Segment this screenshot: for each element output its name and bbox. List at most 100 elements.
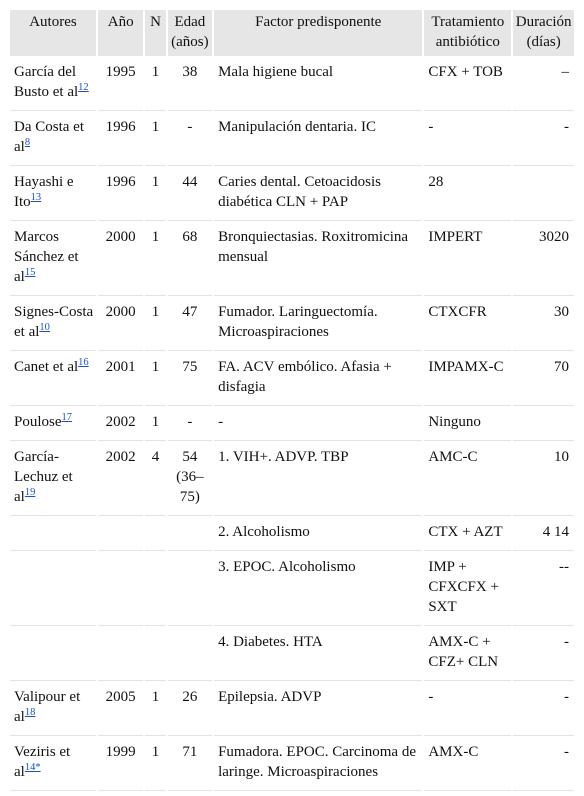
table-row: García del Busto et al12 1995 1 38 Mala higi… (10, 58, 574, 111)
reference-link[interactable]: 12 (78, 82, 89, 93)
author-cell: Canet et al16 (10, 353, 96, 406)
age-cell: 47 (167, 298, 213, 351)
factor-cell: Bronquiectasias. Roxitromicina mensual (214, 223, 423, 296)
header-anio: Año (97, 10, 144, 56)
factor-cell: Fumador. Laringuectomía. Microaspiracion… (214, 298, 423, 351)
n-cell: 1 (145, 738, 166, 791)
reference-link[interactable]: 16 (78, 357, 89, 368)
year-cell: 1999 (97, 738, 144, 791)
author-name: Signes-Costa et al (14, 304, 94, 340)
treatment-cell: CTX + AZT (424, 518, 512, 551)
author-name: García-Lechuz et al (14, 449, 73, 505)
treatment-cell: IMP + CFXCFX + SXT (424, 553, 512, 626)
n-cell: 1 (145, 168, 166, 221)
author-name: Veziris et al (14, 744, 71, 780)
reference-link[interactable]: 13 (30, 192, 42, 203)
factor-cell: 4. Diabetes. HTA (214, 628, 423, 681)
n-cell: 4 (145, 443, 166, 516)
factor-cell: 2. Alcoholismo (214, 518, 423, 551)
duration-cell: 3020 (513, 223, 574, 296)
year-cell: 2005 (97, 683, 144, 736)
author-cell: Poulose17 (10, 408, 96, 441)
n-cell: 1 (145, 58, 166, 111)
header-n: N (145, 10, 166, 56)
reference-link[interactable]: 17 (61, 412, 73, 423)
age-cell: 38 (167, 58, 213, 111)
table-row: Poulose17 2002 1- - Ninguno (10, 408, 574, 441)
header-tratamiento: Tratamiento antibiótico (424, 10, 512, 56)
author-cell: Signes-Costa et al10 (10, 298, 96, 351)
year-cell: 2000 (97, 223, 144, 296)
year-cell: 1996 (97, 168, 144, 221)
author-cell: Veziris et al14* (10, 738, 96, 791)
duration-cell (513, 408, 574, 441)
reference-footnote-link[interactable]: * (35, 762, 41, 773)
age-cell: - (167, 113, 213, 166)
treatment-cell: IMPERT (424, 223, 512, 296)
age-cell: 75 (167, 353, 213, 406)
author-cell (10, 518, 96, 551)
author-cell: Valipour et al18 (10, 683, 96, 736)
duration-cell: 4 14 (513, 518, 574, 551)
n-cell (145, 553, 166, 626)
duration-cell: - (513, 683, 574, 736)
table-header-row: Autores Año N Edad (años) Factor predisp… (10, 10, 574, 56)
reference-link[interactable]: 18 (24, 707, 36, 718)
duration-cell: 30 (513, 298, 574, 351)
n-cell (145, 628, 166, 681)
table-row: Canet et al16 2001 1 75 FA. ACV embólico. Af… (10, 353, 574, 406)
n-cell (145, 518, 166, 551)
treatment-cell: 28 (424, 168, 512, 221)
reference-link[interactable]: 19 (24, 487, 36, 498)
table-row: Marcos Sánchez et al15 2000 1 68 Bronquiecta… (10, 223, 574, 296)
treatment-cell: CFX + TOB (424, 58, 512, 111)
reference-link[interactable]: 15 (24, 267, 36, 278)
age-cell: 44 (167, 168, 213, 221)
n-cell: 1 (145, 683, 166, 736)
author-cell: Da Costa et al8 (10, 113, 96, 166)
treatment-cell: AMX-C + CFZ+ CLN (424, 628, 512, 681)
year-cell (97, 628, 144, 681)
table-row: Veziris et al14* 1999 1 71 Fumadora. EPOC. C… (10, 738, 574, 791)
duration-cell: - (513, 113, 574, 166)
author-name: Valipour et al (14, 689, 81, 725)
year-cell: 2001 (97, 353, 144, 406)
year-cell: 2000 (97, 298, 144, 351)
treatment-cell: Ninguno (424, 408, 512, 441)
year-cell: 2002 (97, 408, 144, 441)
cases-table: Autores Año N Edad (años) Factor predisp… (8, 8, 576, 793)
table-row: 2. Alcoholismo CTX + AZT 4 14 (10, 518, 574, 551)
table-row: Valipour et al18 2005 1 26 Epilepsia. ADVP - - (10, 683, 574, 736)
table-row: Hayashi e Ito13 1996 1 44 Caries dental. Cet… (10, 168, 574, 221)
author-name: Hayashi e Ito (14, 174, 74, 210)
duration-cell: -- (513, 553, 574, 626)
reference-link[interactable]: 10 (39, 322, 50, 333)
age-cell (167, 518, 213, 551)
author-cell: García del Busto et al12 (10, 58, 96, 111)
header-duracion: Duración (días) (513, 10, 574, 56)
factor-cell: Epilepsia. ADVP (214, 683, 423, 736)
table-row: García-Lechuz et al19 2002 4 54 (36–75) 1. V… (10, 443, 574, 516)
n-cell: 1 (145, 113, 166, 166)
reference-link[interactable]: 8 (24, 137, 31, 148)
year-cell: 1995 (97, 58, 144, 111)
factor-cell: Manipulación dentaria. IC (214, 113, 423, 166)
header-autores: Autores (10, 10, 96, 56)
author-name: Poulose (14, 414, 62, 430)
header-edad: Edad (años) (167, 10, 213, 56)
n-cell: 1 (145, 298, 166, 351)
factor-cell: 3. EPOC. Alcoholismo (214, 553, 423, 626)
treatment-cell: - (424, 683, 512, 736)
author-cell: García-Lechuz et al19 (10, 443, 96, 516)
table-row: Signes-Costa et al10 2000 1 47 Fumador. Lari… (10, 298, 574, 351)
n-cell: 1 (145, 223, 166, 296)
reference-link[interactable]: 14 (24, 762, 36, 773)
treatment-cell: AMC-C (424, 443, 512, 516)
treatment-cell: AMX-C (424, 738, 512, 791)
author-cell (10, 553, 96, 626)
treatment-cell: IMPAMX-C (424, 353, 512, 406)
age-cell: 71 (167, 738, 213, 791)
author-cell: Hayashi e Ito13 (10, 168, 96, 221)
factor-cell: FA. ACV embólico. Afasia + disfagia (214, 353, 423, 406)
treatment-cell: - (424, 113, 512, 166)
